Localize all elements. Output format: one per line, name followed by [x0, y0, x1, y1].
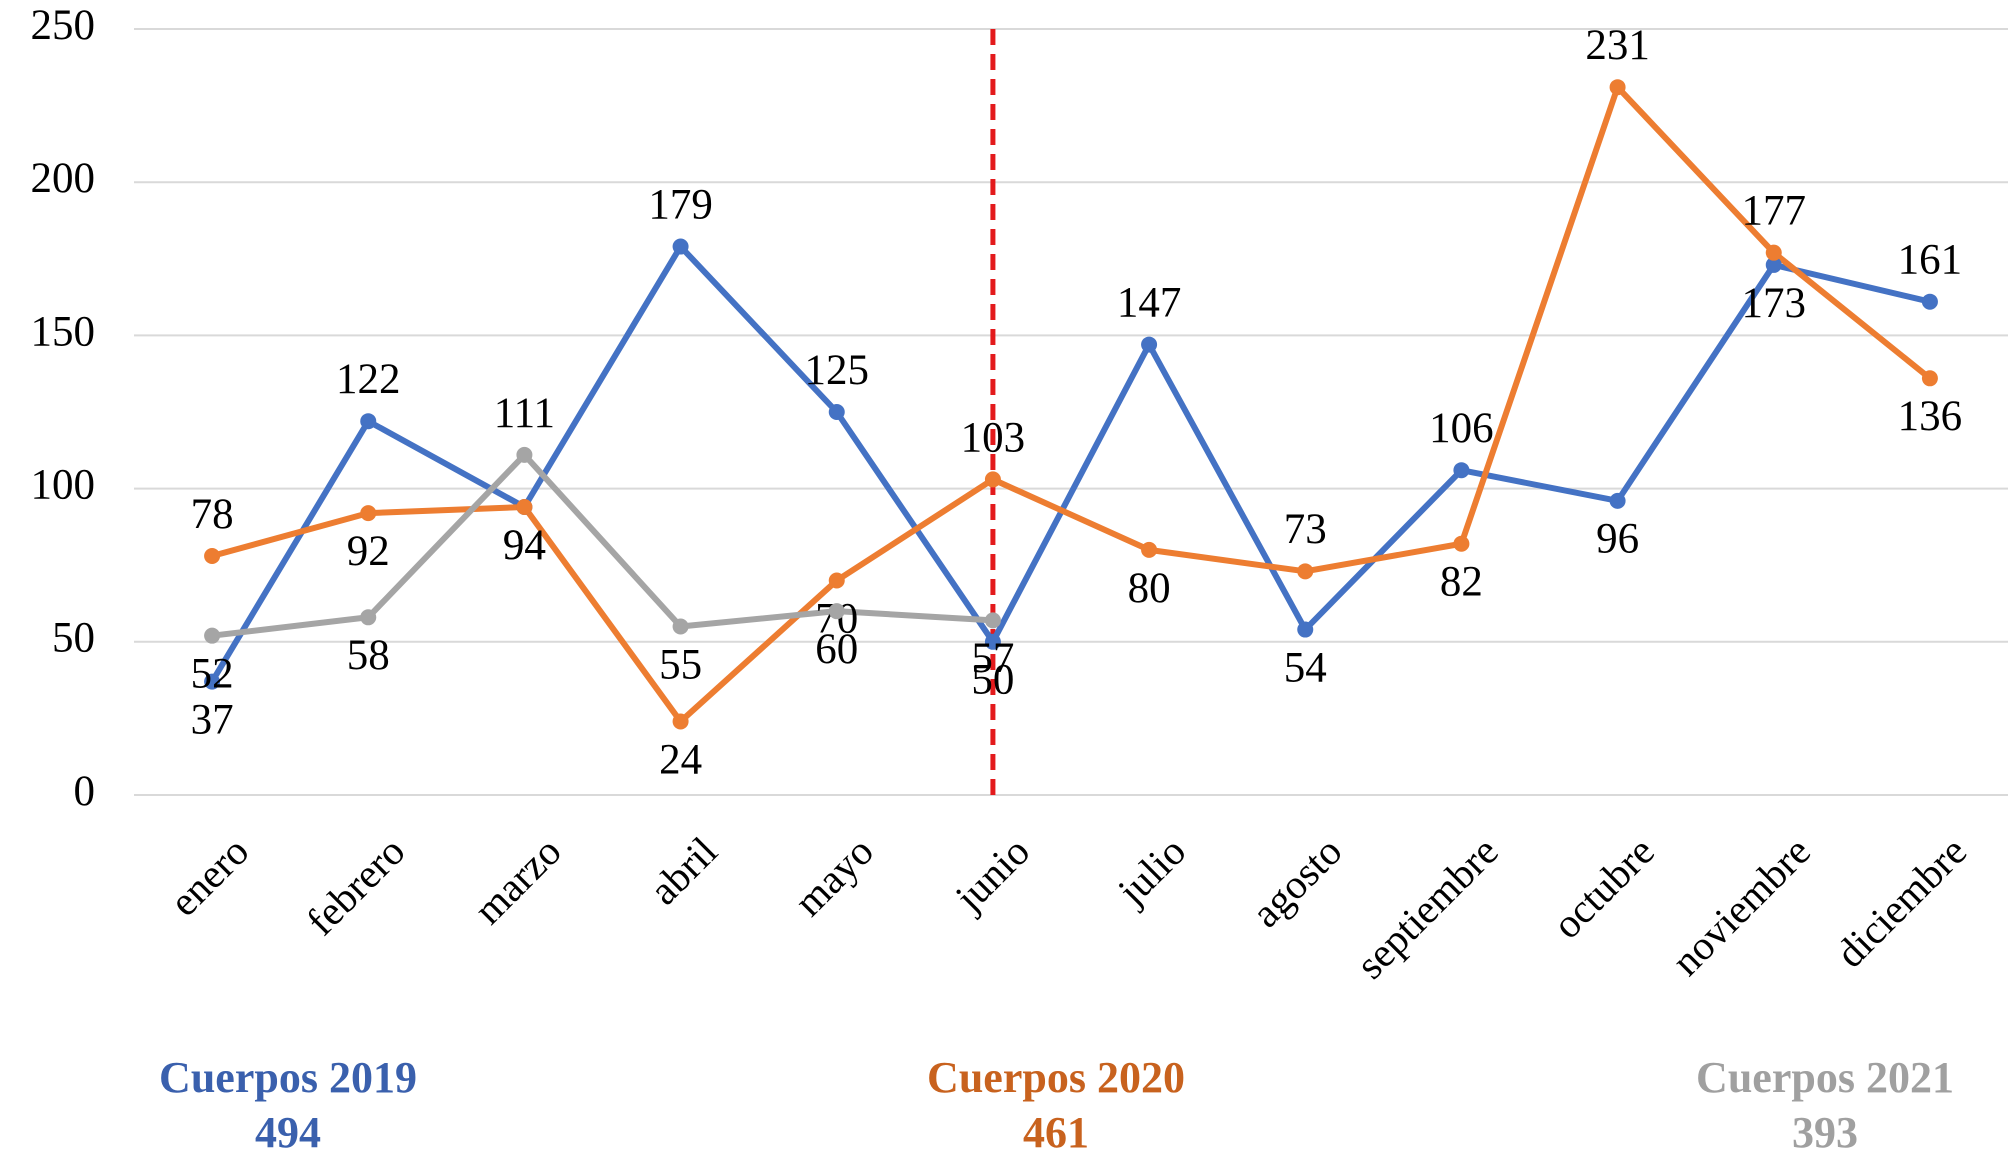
data-point — [828, 572, 845, 589]
data-point — [1453, 535, 1470, 552]
y-tick-label: 50 — [52, 615, 95, 662]
data-point — [1765, 256, 1782, 273]
data-point — [360, 413, 377, 430]
data-label: 92 — [347, 528, 390, 575]
data-point — [1921, 293, 1938, 310]
data-label: 103 — [961, 414, 1026, 461]
data-point — [672, 618, 689, 635]
data-point — [984, 633, 1001, 650]
x-tick-label: junio — [945, 828, 1039, 922]
data-label: 78 — [191, 491, 234, 538]
data-point — [204, 673, 221, 690]
x-tick-label: diciembre — [1827, 828, 1975, 976]
data-label: 231 — [1585, 22, 1650, 69]
data-point — [1141, 336, 1158, 353]
data-label: 125 — [805, 347, 870, 394]
data-point — [828, 404, 845, 420]
data-label: 60 — [815, 626, 858, 673]
data-point — [1765, 244, 1782, 261]
y-tick-label: 200 — [31, 155, 96, 202]
data-point — [1609, 492, 1626, 509]
x-tick-label: marzo — [465, 828, 570, 933]
x-tick-label: noviembre — [1663, 828, 1820, 985]
data-point — [1297, 621, 1314, 638]
data-label: 147 — [1117, 279, 1182, 326]
data-label: 94 — [503, 522, 546, 569]
x-tick-label: febrero — [297, 828, 413, 944]
x-tick-label: septiembre — [1347, 828, 1507, 988]
data-label: 37 — [191, 697, 234, 744]
data-label: 122 — [336, 356, 401, 403]
data-label: 24 — [659, 736, 702, 783]
data-point — [1609, 79, 1626, 96]
data-point — [1297, 563, 1314, 580]
annotation-title: Cuerpos 2019 — [159, 1053, 417, 1102]
annotation-value: 461 — [1023, 1108, 1089, 1157]
data-label: 94 — [503, 522, 546, 569]
data-label: 82 — [1440, 559, 1483, 606]
data-point — [828, 603, 845, 620]
annotation-value: 393 — [1792, 1108, 1858, 1157]
data-point — [360, 505, 377, 522]
series-line — [211, 451, 994, 639]
data-label: 177 — [1742, 188, 1807, 235]
data-label: 50 — [971, 657, 1014, 704]
data-label: 55 — [659, 641, 702, 688]
x-tick-label: agosto — [1242, 828, 1350, 936]
data-point — [516, 446, 533, 463]
data-point — [1453, 462, 1470, 479]
data-point — [360, 609, 377, 626]
y-tick-label: 100 — [31, 461, 96, 508]
data-label: 96 — [1596, 516, 1639, 563]
data-point — [1141, 541, 1158, 558]
data-label: 80 — [1128, 565, 1171, 612]
data-point — [984, 612, 1001, 629]
data-label: 179 — [648, 181, 713, 228]
series-line — [211, 84, 1932, 725]
y-tick-label: 250 — [31, 2, 96, 49]
data-label: 106 — [1429, 405, 1494, 452]
x-tick-label: abril — [640, 828, 726, 914]
series-line — [209, 243, 1931, 684]
data-point — [1921, 370, 1938, 387]
x-tick-label: mayo — [785, 828, 882, 925]
x-tick-label: enero — [160, 828, 257, 925]
data-label: 161 — [1898, 237, 1963, 284]
data-point — [516, 498, 533, 515]
data-point — [672, 238, 689, 255]
annotation-title: Cuerpos 2020 — [927, 1053, 1185, 1102]
annotation-title: Cuerpos 2021 — [1696, 1053, 1954, 1102]
data-label: 54 — [1284, 644, 1327, 691]
data-label: 136 — [1898, 393, 1963, 440]
data-point — [204, 548, 221, 565]
x-tick-label: octubre — [1543, 828, 1662, 947]
data-point — [984, 471, 1001, 488]
data-label: 57 — [971, 635, 1014, 682]
data-label: 173 — [1742, 280, 1807, 327]
data-point — [204, 627, 221, 644]
data-label: 52 — [191, 651, 234, 698]
annotation-value: 494 — [255, 1108, 321, 1157]
y-tick-label: 0 — [74, 768, 96, 815]
data-label: 58 — [347, 632, 390, 679]
data-label: 73 — [1284, 506, 1327, 553]
y-tick-label: 150 — [31, 308, 96, 355]
data-label: 111 — [494, 390, 555, 437]
x-tick-label: julio — [1107, 828, 1194, 915]
data-point — [672, 713, 689, 730]
